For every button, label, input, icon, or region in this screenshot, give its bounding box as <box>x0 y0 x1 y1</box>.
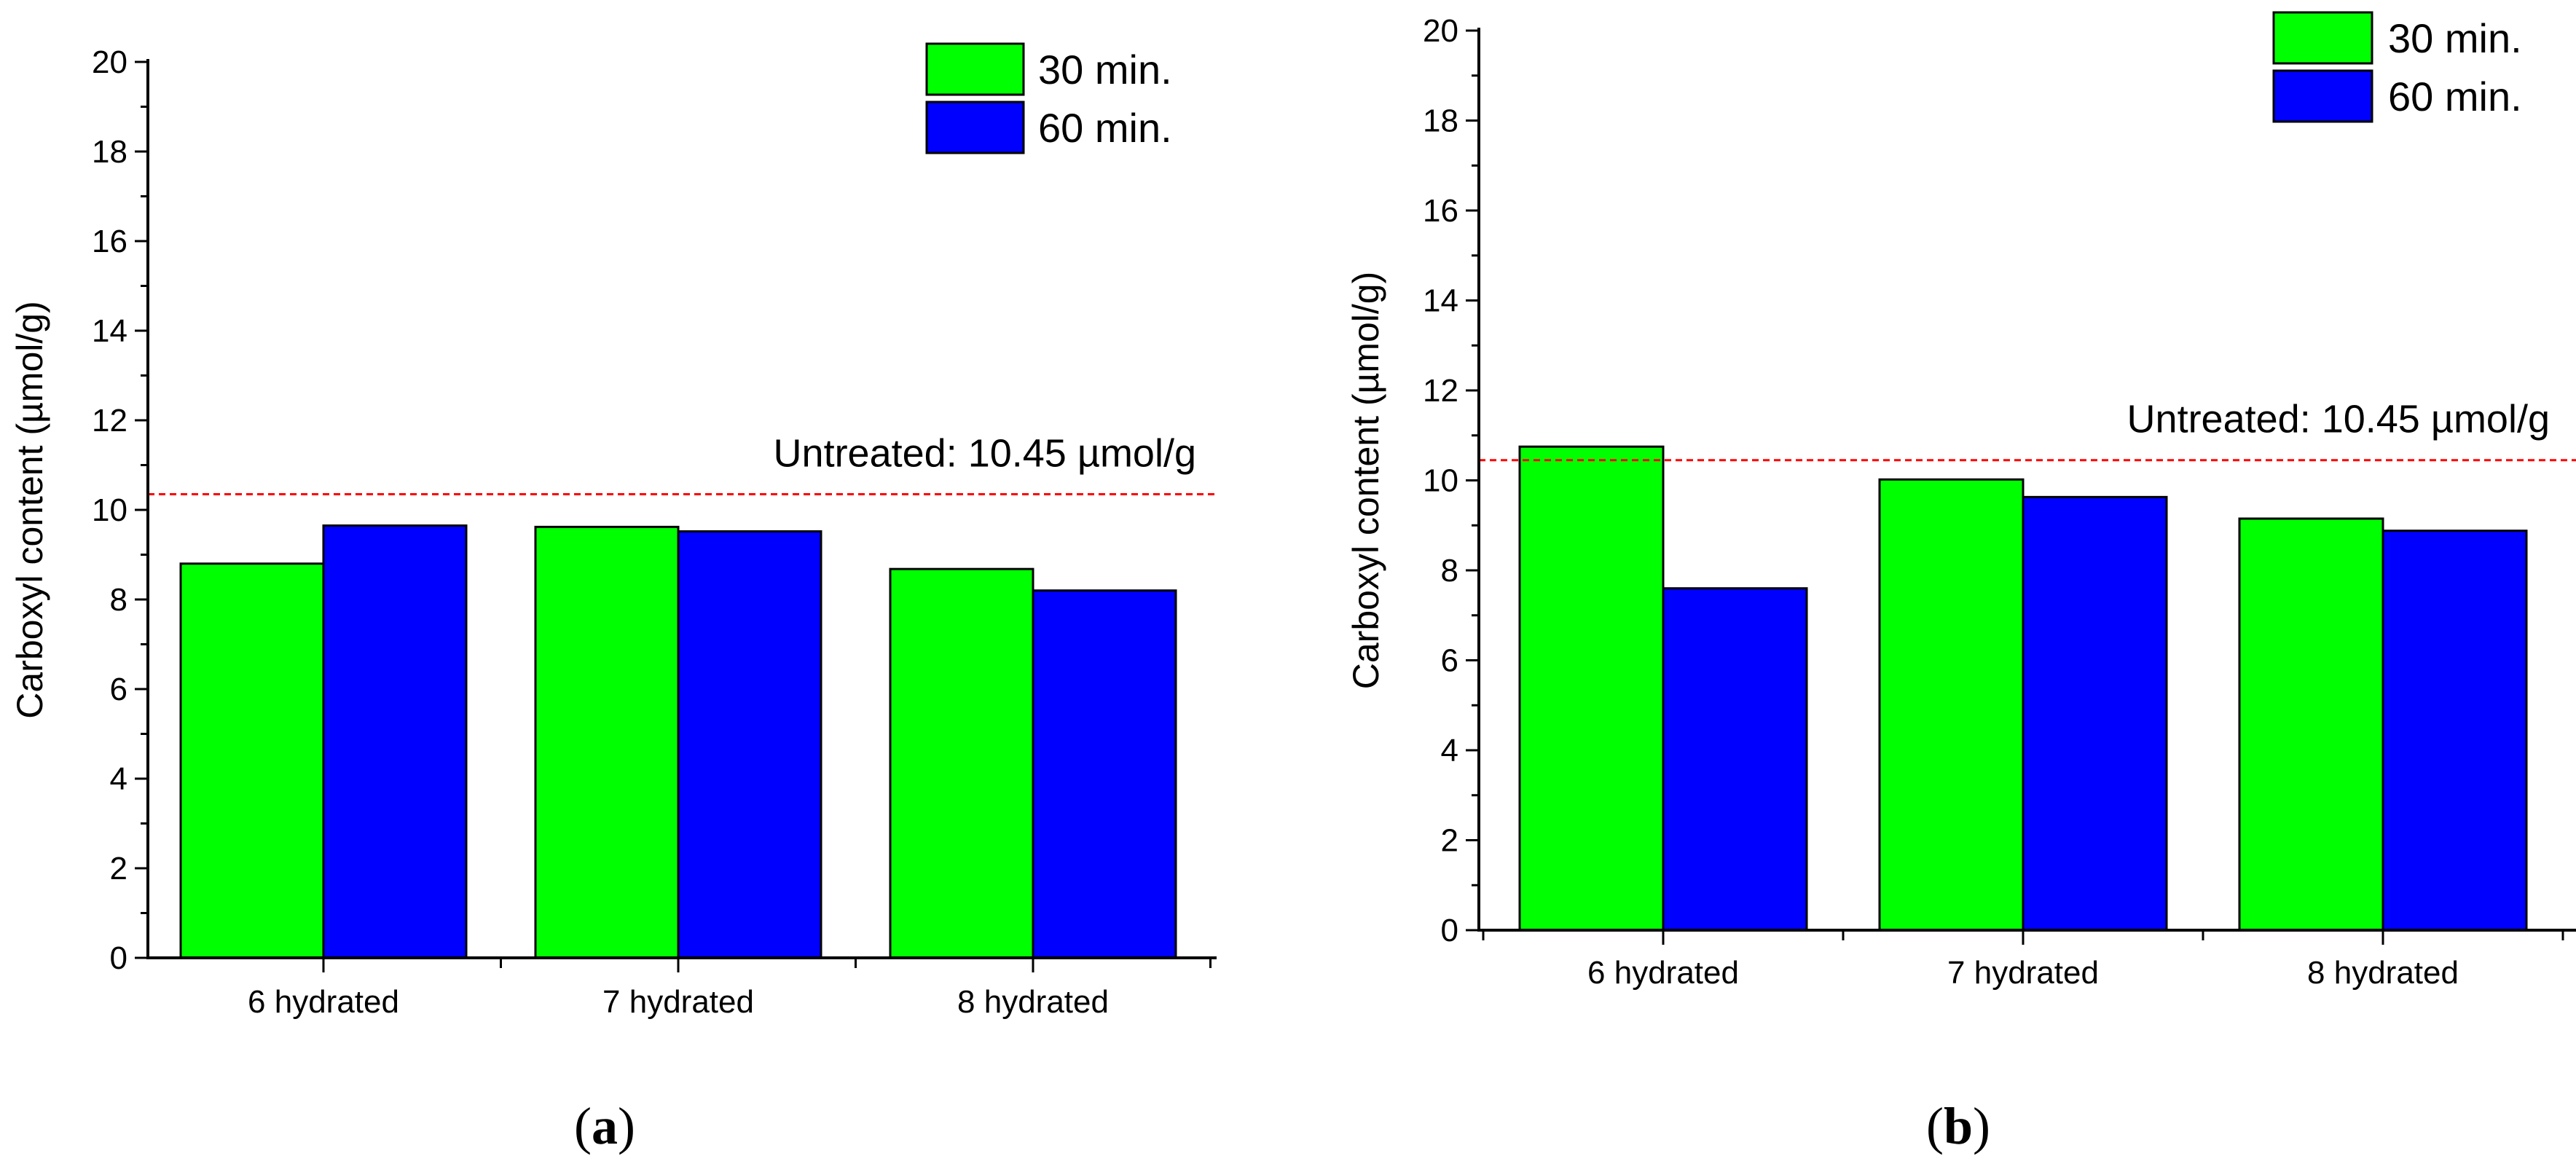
axes: 0 2 4 6 8 10 12 14 16 18 20 6 hydrated 7 hydrated 8 h… <box>92 44 1217 1020</box>
panel-b: Untreated: 10.45 µmol/g 0 2 4 6 8 10 12 14 16 18 2… <box>1346 11 2576 1155</box>
legend: 30 min. 60 min. <box>2272 11 2522 123</box>
y-tick-label: 2 <box>1441 823 1458 859</box>
y-axis-title: Carboxyl content (µmol/g) <box>9 301 50 718</box>
legend-swatch-30min <box>2272 11 2373 65</box>
y-tick-label: 20 <box>92 44 127 80</box>
bar-30min-7-hydrated <box>1878 478 2025 932</box>
bar-60min-8-hydrated <box>1032 589 1177 959</box>
y-tick-label: 8 <box>110 582 127 618</box>
x-category-label: 7 hydrated <box>1947 955 2099 991</box>
reference-label: Untreated: 10.45 µmol/g <box>2127 398 2550 441</box>
bar-30min-8-hydrated <box>2238 517 2384 932</box>
y-tick-label: 12 <box>92 403 127 438</box>
legend-swatch-60min <box>2272 69 2373 123</box>
bar-30min-6-hydrated <box>1518 445 1665 932</box>
y-tick-label: 10 <box>1423 463 1458 499</box>
legend: 30 min. 60 min. <box>925 42 1172 154</box>
x-category-label: 6 hydrated <box>248 984 399 1020</box>
panel-label-close: ) <box>618 1097 635 1155</box>
panel-label-letter: b <box>1944 1097 1973 1155</box>
x-category-label: 8 hydrated <box>2307 955 2459 991</box>
panel-label-letter: a <box>592 1097 618 1155</box>
y-tick-label: 6 <box>1441 643 1458 679</box>
legend-swatch-60min <box>925 101 1025 154</box>
x-category-label: 7 hydrated <box>602 984 754 1020</box>
y-tick-label: 8 <box>1441 553 1458 589</box>
reference-label: Untreated: 10.45 µmol/g <box>774 431 1196 475</box>
bar-60min-6-hydrated <box>322 524 468 959</box>
panel-label-open: ( <box>1926 1097 1944 1155</box>
legend-swatch-30min <box>925 42 1025 96</box>
y-tick-label: 14 <box>1423 283 1458 319</box>
y-tick-label: 12 <box>1423 373 1458 409</box>
x-category-label: 8 hydrated <box>957 984 1109 1020</box>
panel-label-open: ( <box>574 1097 592 1155</box>
panel-label: (a) <box>574 1097 635 1155</box>
y-tick-label: 18 <box>92 134 127 170</box>
y-tick-label: 10 <box>92 492 127 528</box>
panel-a: Untreated: 10.45 µmol/g 0 2 4 6 8 10 12 14 16 18 2… <box>9 42 1217 1155</box>
legend-label-60min: 60 min. <box>1038 105 1172 151</box>
y-tick-label: 0 <box>110 940 127 976</box>
y-tick-label: 0 <box>1441 913 1458 948</box>
bar-group <box>179 524 1177 959</box>
axes: 0 2 4 6 8 10 12 14 16 18 20 6 hydrated 7 hydrated 8 h… <box>1423 13 2576 991</box>
y-tick-label: 4 <box>1441 733 1458 768</box>
y-tick-label: 20 <box>1423 13 1458 49</box>
y-tick-label: 14 <box>92 313 127 349</box>
x-category-label: 6 hydrated <box>1587 955 1739 991</box>
y-tick-label: 16 <box>1423 193 1458 229</box>
y-tick-label: 6 <box>110 672 127 707</box>
bar-30min-8-hydrated <box>889 567 1034 959</box>
bar-30min-6-hydrated <box>179 562 325 959</box>
panel-label-close: ) <box>1973 1097 1990 1155</box>
y-axis-title: Carboxyl content (µmol/g) <box>1346 272 1386 689</box>
bar-group <box>1518 445 2528 932</box>
legend-label-30min: 30 min. <box>1038 47 1172 93</box>
bar-60min-7-hydrated <box>677 530 822 959</box>
y-tick-label: 4 <box>110 761 127 797</box>
y-tick-label: 16 <box>92 224 127 259</box>
y-tick-label: 2 <box>110 851 127 886</box>
bar-60min-6-hydrated <box>1662 587 1808 932</box>
legend-label-60min: 60 min. <box>2388 74 2522 119</box>
panel-label: (b) <box>1926 1097 1990 1155</box>
legend-label-30min: 30 min. <box>2388 15 2522 61</box>
bar-30min-7-hydrated <box>534 525 680 959</box>
bar-60min-7-hydrated <box>2022 495 2168 932</box>
y-tick-label: 18 <box>1423 103 1458 139</box>
bar-60min-8-hydrated <box>2381 530 2528 932</box>
